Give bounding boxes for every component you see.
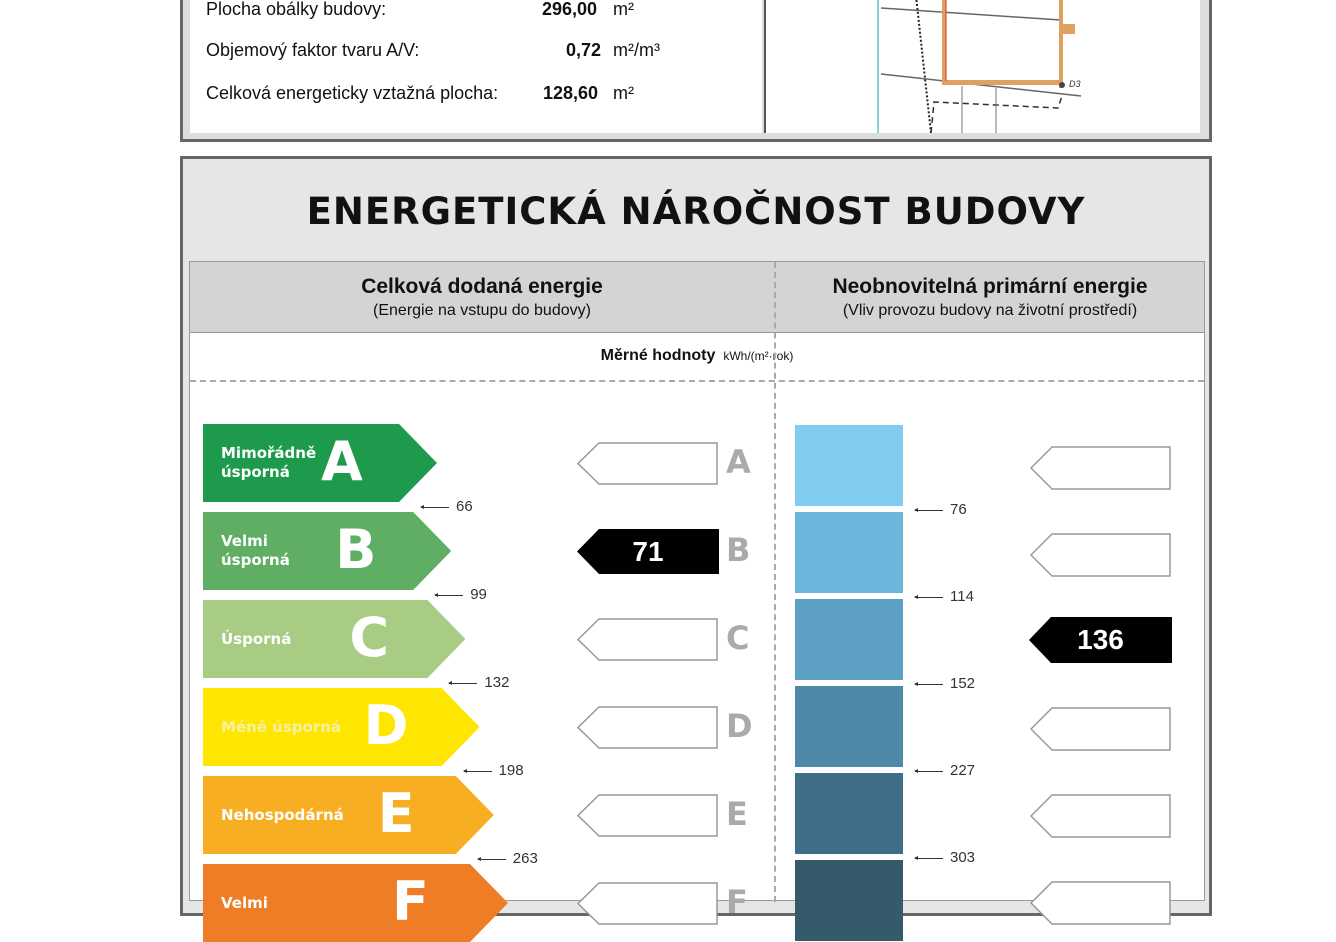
delivered-slot-letter: F [726, 883, 748, 921]
delivered-slot-letter: B [726, 531, 751, 569]
class-letter: E [377, 782, 415, 845]
primary-threshold: 303 [914, 849, 975, 866]
delivered-slot-letter: C [726, 619, 750, 657]
delivered-threshold: 263 [476, 850, 538, 867]
primary-class-slot-D [1030, 707, 1171, 751]
delivered-class-slot-F [577, 882, 718, 925]
delivered-class-slot-E [577, 794, 718, 837]
parameter-label: Celková energeticky vztažná plocha: [206, 83, 499, 103]
delivered-slot-letter: E [726, 795, 748, 833]
class-letter: A [321, 430, 363, 493]
delivered-threshold: 66 [420, 498, 473, 515]
parameter-value: 128,60 [543, 83, 599, 103]
divider [190, 380, 1204, 382]
primary-class-slot-E [1030, 794, 1171, 838]
class-name: Velmi [221, 893, 268, 912]
class-name: Úsporná [221, 629, 292, 648]
primary-threshold: 76 [914, 501, 967, 518]
energy-class-bar-C: Úsporná C [203, 600, 466, 678]
primary-threshold: 152 [914, 675, 975, 692]
primary-energy-band-D [795, 686, 903, 767]
primary-energy-indicator: 136 [1029, 617, 1172, 663]
class-name: Nehospodárná [221, 805, 344, 824]
column-divider [774, 262, 776, 902]
column-header-delivered: Celková dodaná energie (Energie na vstup… [361, 275, 603, 319]
delivered-slot-letter: A [726, 443, 751, 481]
parameter-unit: m²/m³ [613, 40, 660, 60]
class-name: Velmi úsporná [221, 532, 290, 569]
delivered-class-slot-C [577, 618, 718, 661]
primary-energy-band-E [795, 773, 903, 854]
parameter-label: Objemový faktor tvaru A/V: [206, 40, 420, 60]
primary-class-slot-B [1030, 533, 1171, 577]
delivered-threshold: 99 [434, 586, 487, 603]
energy-class-bar-F: Velmi F [203, 864, 508, 942]
primary-energy-band-B [795, 512, 903, 593]
primary-class-slot-A [1030, 446, 1171, 490]
class-name: Méně úsporná [221, 717, 342, 736]
delivered-slot-letter: D [726, 707, 753, 745]
map-label: D3 [1069, 79, 1081, 89]
page-title: ENERGETICKÁ NÁROČNOST BUDOVY [306, 190, 1086, 233]
energy-class-bar-B: Velmi úsporná B [203, 512, 452, 590]
parameters-list [190, 0, 762, 133]
delivered-threshold: 132 [448, 674, 509, 691]
parameter-unit: m² [613, 0, 634, 19]
primary-energy-band-A [795, 425, 903, 506]
class-letter: C [349, 606, 390, 669]
delivered-energy-indicator: 71 [577, 529, 719, 574]
energy-class-bar-E: Nehospodárná E [203, 776, 494, 854]
class-letter: F [392, 870, 429, 933]
delivered-class-slot-D [577, 706, 718, 749]
parameter-label: Plocha obálky budovy: [206, 0, 387, 19]
specific-values-label: Měrné hodnoty kWh/(m²·rok) [600, 347, 794, 364]
class-letter: B [335, 518, 377, 581]
primary-class-slot-F [1030, 881, 1171, 925]
class-letter: D [363, 694, 409, 757]
parameter-unit: m² [613, 83, 634, 103]
delivered-threshold: 198 [462, 762, 524, 779]
columns-header [190, 262, 1204, 333]
column-header-primary: Neobnovitelná primární energie (Vliv pro… [832, 275, 1148, 319]
site-plan-image: D3 [764, 0, 1200, 134]
energy-class-bar-A: Mimořádně úsporná A [203, 424, 437, 502]
delivered-class-slot-A [577, 442, 718, 485]
energy-class-bar-D: Méně úsporná D [203, 688, 480, 766]
primary-threshold: 227 [914, 762, 975, 779]
primary-threshold: 114 [914, 588, 974, 605]
primary-energy-band-C [795, 599, 903, 680]
primary-energy-band-F [795, 860, 903, 941]
class-name: Mimořádně úsporná [221, 444, 317, 481]
parameter-value: 0,72 [566, 40, 602, 60]
parameter-value: 296,00 [542, 0, 598, 19]
